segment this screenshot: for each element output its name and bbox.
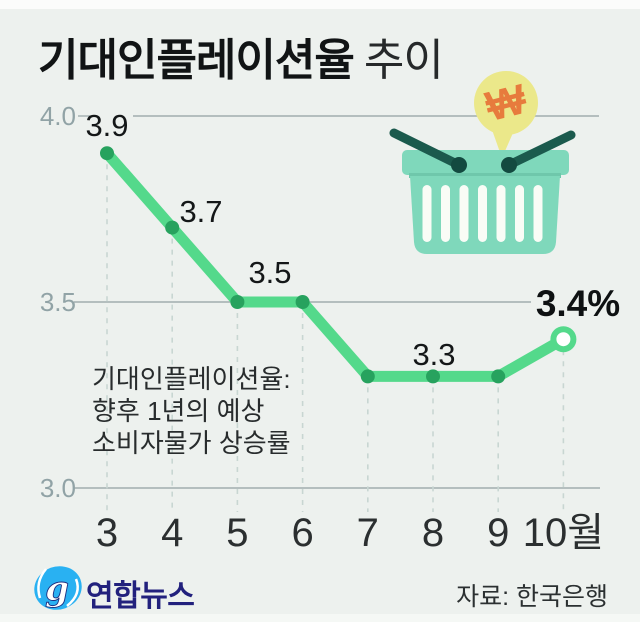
value-label-3.7: 3.7 xyxy=(179,194,223,229)
basket-stripes xyxy=(422,185,543,242)
y-axis-tick-3.0: 3.0 xyxy=(39,473,76,503)
annotation-line-2: 향후 1년의 예상 xyxy=(92,396,265,426)
data-point-4 xyxy=(165,220,180,235)
won-speech-bubble-tail xyxy=(491,126,516,158)
y-axis-tick-3.5: 3.5 xyxy=(39,287,76,317)
data-point-3 xyxy=(100,146,114,161)
data-point-9 xyxy=(491,369,506,384)
x-axis-label-9: 9 xyxy=(487,511,510,555)
value-label-3.3: 3.3 xyxy=(412,337,456,372)
x-axis-label-10: 10월 xyxy=(522,511,605,555)
x-axis-label-6: 6 xyxy=(291,511,314,555)
data-point-8 xyxy=(426,369,440,384)
basket-rim-shadow xyxy=(409,173,561,178)
yonhap-logo-glyph: g xyxy=(45,569,69,609)
x-axis-label-3: 3 xyxy=(95,511,119,555)
value-label-3.4pct: 3.4% xyxy=(535,283,621,324)
y-axis-tick-4.0: 4.0 xyxy=(39,101,76,131)
page-title: 기대인플레이션율 추이 xyxy=(38,24,444,88)
annotation-line-3: 소비자물가 상승률 xyxy=(92,428,291,458)
top-border-strip xyxy=(0,0,640,9)
x-axis-label-5: 5 xyxy=(226,511,249,555)
basket-handles xyxy=(389,128,576,170)
value-label-3.5: 3.5 xyxy=(248,255,292,290)
chart-annotation: 기대인플레이션율: 향후 1년의 예상 소비자물가 상승률 xyxy=(92,363,291,459)
shopping-basket-icon: ₩ xyxy=(389,71,576,254)
data-point-7 xyxy=(360,369,375,384)
basket-handle-pivot-right xyxy=(501,157,517,173)
data-point-6 xyxy=(295,295,310,309)
won-speech-bubble xyxy=(474,71,538,135)
page-title-main: 기대인플레이션율 xyxy=(38,36,355,85)
bottom-border-strip xyxy=(0,614,640,622)
x-axis-label-8: 8 xyxy=(421,511,445,555)
data-source-credit: 자료: 한국은행 xyxy=(456,583,608,611)
data-point-5 xyxy=(230,295,245,309)
yonhap-logo-icon: g xyxy=(34,566,82,610)
value-label-3.9: 3.9 xyxy=(85,108,129,143)
x-axis-label-4: 4 xyxy=(161,511,184,555)
annotation-line-1: 기대인플레이션율: xyxy=(92,364,291,394)
basket-handle-pivot-left xyxy=(451,157,467,173)
page-title-suffix: 추이 xyxy=(363,36,444,85)
yonhap-logo-text: 연합뉴스 xyxy=(86,580,195,613)
data-point-open-10 xyxy=(550,326,577,353)
x-axis-label-7: 7 xyxy=(356,511,379,555)
inflation-line-series xyxy=(101,147,569,382)
shopping-basket-illustration: ₩ xyxy=(383,58,587,264)
